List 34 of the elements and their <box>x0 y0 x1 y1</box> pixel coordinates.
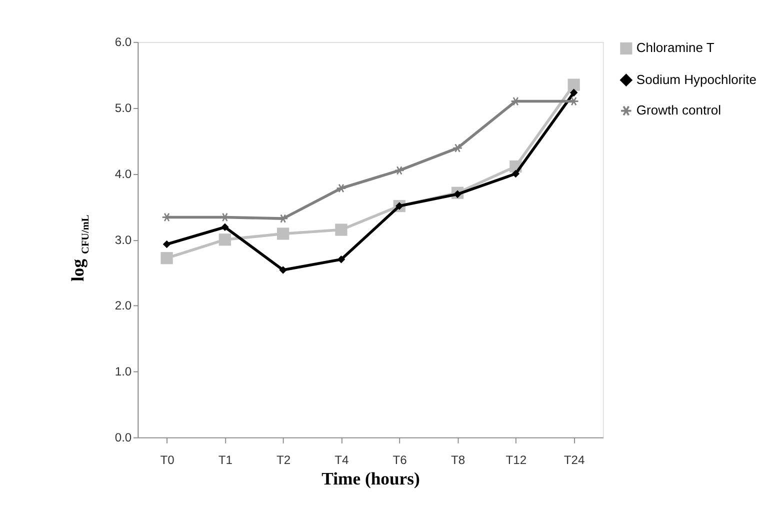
y-tick-label: 2.0 <box>114 298 132 313</box>
y-tick-label: 1.0 <box>114 364 132 379</box>
x-tick-label: T8 <box>450 452 466 467</box>
point <box>277 228 290 240</box>
x-tick-label: T1 <box>218 452 233 467</box>
point <box>279 266 287 274</box>
point <box>512 170 520 178</box>
point <box>221 223 229 232</box>
point <box>336 184 346 193</box>
x-tick-label: T4 <box>334 452 350 467</box>
point <box>337 256 346 264</box>
y-tick-label: 5.0 <box>114 101 132 116</box>
point <box>568 78 580 91</box>
y-tick-label: 3.0 <box>114 232 132 247</box>
point <box>452 144 463 153</box>
point <box>218 234 231 246</box>
x-tick-label: T24 <box>564 452 585 467</box>
y-axis-title: logCFU/mL <box>68 214 92 282</box>
point <box>335 224 348 236</box>
legend-label: Growth control <box>636 102 722 118</box>
legend-label: Sodium Hypochlorite <box>636 72 756 87</box>
x-tick-label: T12 <box>506 452 527 467</box>
y-tick-label: 0.0 <box>114 430 132 445</box>
x-tick-label: T2 <box>276 452 291 467</box>
point <box>570 88 578 97</box>
x-tick-label: T0 <box>160 452 175 467</box>
point <box>162 240 171 248</box>
x-axis-title: Time (hours) <box>322 468 420 488</box>
point <box>394 166 404 175</box>
y-tick-label: 4.0 <box>114 166 132 181</box>
point <box>160 252 173 264</box>
y-tick-label: 6.0 <box>114 35 132 50</box>
x-tick-label: T6 <box>392 452 408 467</box>
legend-label: Chloramine T <box>636 40 714 56</box>
